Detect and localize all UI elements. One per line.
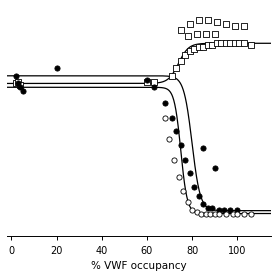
Point bbox=[152, 79, 156, 84]
Point bbox=[188, 171, 192, 176]
Point bbox=[201, 146, 205, 151]
Point bbox=[215, 41, 219, 46]
Point bbox=[249, 43, 253, 48]
Point bbox=[199, 211, 203, 216]
Point bbox=[170, 74, 174, 78]
Point bbox=[206, 18, 210, 23]
Point bbox=[224, 211, 228, 216]
Point bbox=[203, 211, 208, 216]
Point bbox=[145, 77, 149, 82]
Point bbox=[163, 116, 167, 120]
Point bbox=[194, 209, 199, 214]
Point bbox=[212, 165, 217, 170]
Point bbox=[197, 18, 201, 23]
Point bbox=[201, 45, 205, 49]
Point bbox=[174, 129, 178, 133]
Point bbox=[192, 185, 197, 189]
Point bbox=[152, 85, 156, 90]
Point bbox=[18, 85, 23, 90]
Point bbox=[192, 47, 197, 51]
Point bbox=[185, 33, 190, 38]
Point bbox=[145, 79, 149, 84]
Point bbox=[242, 24, 246, 28]
Point bbox=[208, 211, 212, 216]
Point bbox=[183, 53, 187, 57]
Point bbox=[54, 66, 59, 70]
Point bbox=[233, 41, 237, 46]
Point bbox=[217, 211, 221, 216]
Point bbox=[230, 211, 235, 216]
Point bbox=[197, 45, 201, 49]
Point bbox=[233, 24, 237, 28]
Point bbox=[16, 81, 21, 86]
Point bbox=[249, 211, 253, 216]
Point bbox=[221, 207, 226, 212]
Point bbox=[167, 137, 172, 141]
Point bbox=[224, 22, 228, 26]
Point bbox=[235, 207, 239, 212]
Point bbox=[188, 22, 192, 26]
Point bbox=[14, 81, 18, 86]
Point bbox=[178, 28, 183, 32]
Point bbox=[242, 211, 246, 216]
Point bbox=[183, 158, 187, 162]
Point bbox=[203, 31, 208, 36]
Point bbox=[178, 58, 183, 63]
Point bbox=[14, 74, 18, 78]
Point bbox=[242, 41, 246, 46]
Point bbox=[181, 188, 185, 193]
Point bbox=[174, 66, 178, 70]
Point bbox=[217, 207, 221, 212]
Point bbox=[18, 83, 23, 88]
Point bbox=[163, 100, 167, 105]
Point bbox=[176, 175, 181, 179]
Point bbox=[206, 43, 210, 48]
Point bbox=[172, 158, 176, 162]
Point bbox=[235, 211, 239, 216]
Point bbox=[212, 31, 217, 36]
Point bbox=[188, 49, 192, 53]
Point bbox=[210, 205, 215, 210]
X-axis label: % VWF occupancy: % VWF occupancy bbox=[91, 261, 187, 271]
Point bbox=[178, 142, 183, 147]
Point bbox=[212, 211, 217, 216]
Point bbox=[201, 202, 205, 206]
Point bbox=[224, 41, 228, 46]
Point bbox=[21, 89, 25, 93]
Point bbox=[219, 41, 224, 46]
Point bbox=[16, 79, 21, 84]
Point bbox=[190, 207, 194, 212]
Point bbox=[185, 200, 190, 204]
Point bbox=[228, 41, 233, 46]
Point bbox=[170, 116, 174, 120]
Point bbox=[197, 194, 201, 198]
Point bbox=[228, 207, 233, 212]
Point bbox=[237, 41, 242, 46]
Point bbox=[194, 31, 199, 36]
Point bbox=[206, 205, 210, 210]
Point bbox=[210, 43, 215, 48]
Point bbox=[215, 20, 219, 24]
